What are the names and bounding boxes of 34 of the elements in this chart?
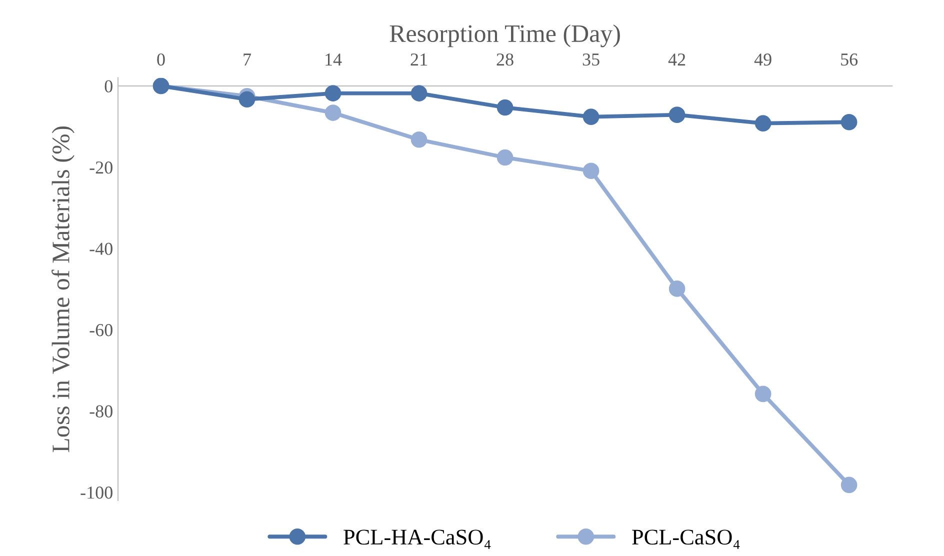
point: [754, 115, 772, 132]
point: [754, 386, 772, 402]
point: [840, 476, 858, 494]
x-tick-label: 7: [244, 54, 252, 66]
point: [668, 106, 686, 123]
x-tick-label: 21: [410, 54, 427, 66]
point: [668, 280, 686, 297]
point: [496, 149, 514, 166]
point: [410, 131, 428, 148]
y-tick-label: -80: [90, 405, 112, 418]
x-tick-label: 14: [326, 54, 342, 66]
y-tick-label: 0: [104, 80, 112, 92]
x-tick-label: 0: [157, 53, 165, 66]
y-axis-title: Loss in Volume of Materials (%): [52, 126, 74, 452]
point: [496, 99, 514, 116]
point: [238, 91, 256, 108]
point: [324, 85, 342, 102]
x-tick-label: 56: [841, 54, 858, 66]
point: [582, 162, 600, 180]
y-tick-label: -20: [90, 161, 112, 174]
x-axis-title: Resorption Time (Day): [390, 24, 620, 48]
x-tick-label: 42: [668, 54, 686, 66]
point: [582, 108, 600, 126]
y-tick-label: -100: [80, 486, 112, 499]
x-tick-label: 35: [582, 54, 600, 66]
x-tick-label: 49: [754, 54, 772, 66]
y-tick-label: -40: [90, 242, 112, 255]
y-tick-label: -60: [90, 324, 112, 336]
point: [410, 85, 428, 102]
legend-label: PCL-CaSO₄: [632, 530, 740, 549]
point: [840, 114, 858, 130]
x-tick-label: 28: [496, 53, 514, 66]
point: [324, 104, 342, 121]
legend-label: PCL-HA-CaSO₄: [344, 530, 491, 549]
